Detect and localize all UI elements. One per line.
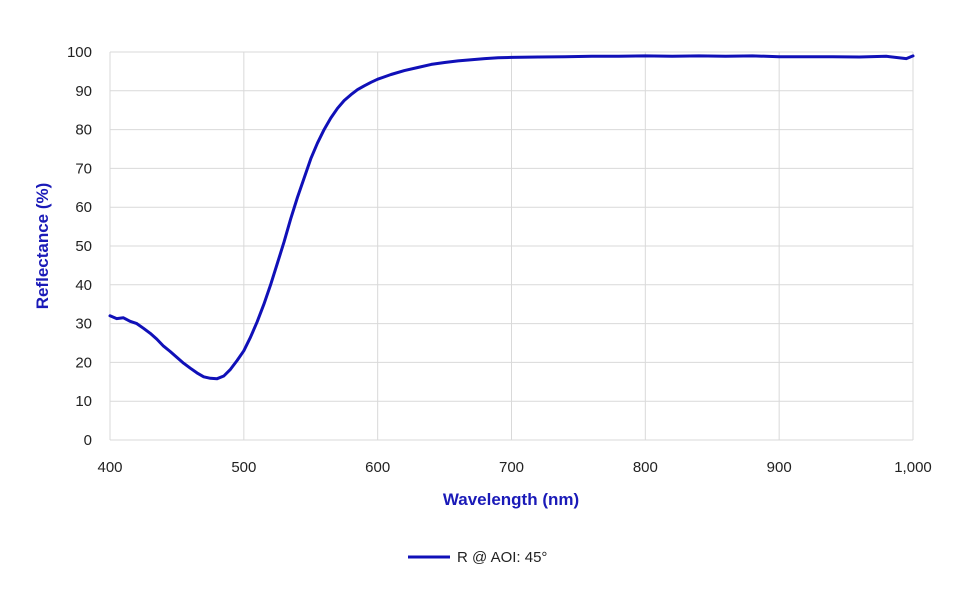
y-tick-label: 10 <box>75 393 92 410</box>
y-tick-label: 50 <box>75 238 92 255</box>
series-line-r-aoi-45 <box>108 54 915 381</box>
y-tick-label: 30 <box>75 316 92 333</box>
y-tick-label: 20 <box>75 354 92 371</box>
x-tick-label: 500 <box>231 459 256 476</box>
x-tick-label: 700 <box>499 459 524 476</box>
tick-labels: 0 10 20 30 40 50 60 70 80 90 100 400 500 600 700 800 900… <box>67 44 932 476</box>
x-tick-label: 800 <box>633 459 658 476</box>
y-tick-label: 100 <box>67 44 92 61</box>
y-axis-title: Reflectance (%) <box>33 183 52 310</box>
y-tick-label: 90 <box>75 83 92 100</box>
x-axis-title: Wavelength (nm) <box>443 490 579 509</box>
grid <box>109 51 914 441</box>
legend: R @ AOI: 45° <box>408 549 547 566</box>
y-tick-label: 80 <box>75 122 92 139</box>
legend-label-r-aoi-45: R @ AOI: 45° <box>457 549 547 566</box>
x-tick-label: 600 <box>365 459 390 476</box>
y-tick-label: 40 <box>75 277 92 294</box>
x-tick-label: 900 <box>767 459 792 476</box>
y-tick-label: 0 <box>84 432 92 449</box>
x-tick-label: 1,000 <box>894 459 932 476</box>
y-tick-label: 70 <box>75 160 92 177</box>
series-layer <box>108 54 915 381</box>
y-tick-label: 60 <box>75 199 92 216</box>
x-tick-label: 400 <box>97 459 122 476</box>
